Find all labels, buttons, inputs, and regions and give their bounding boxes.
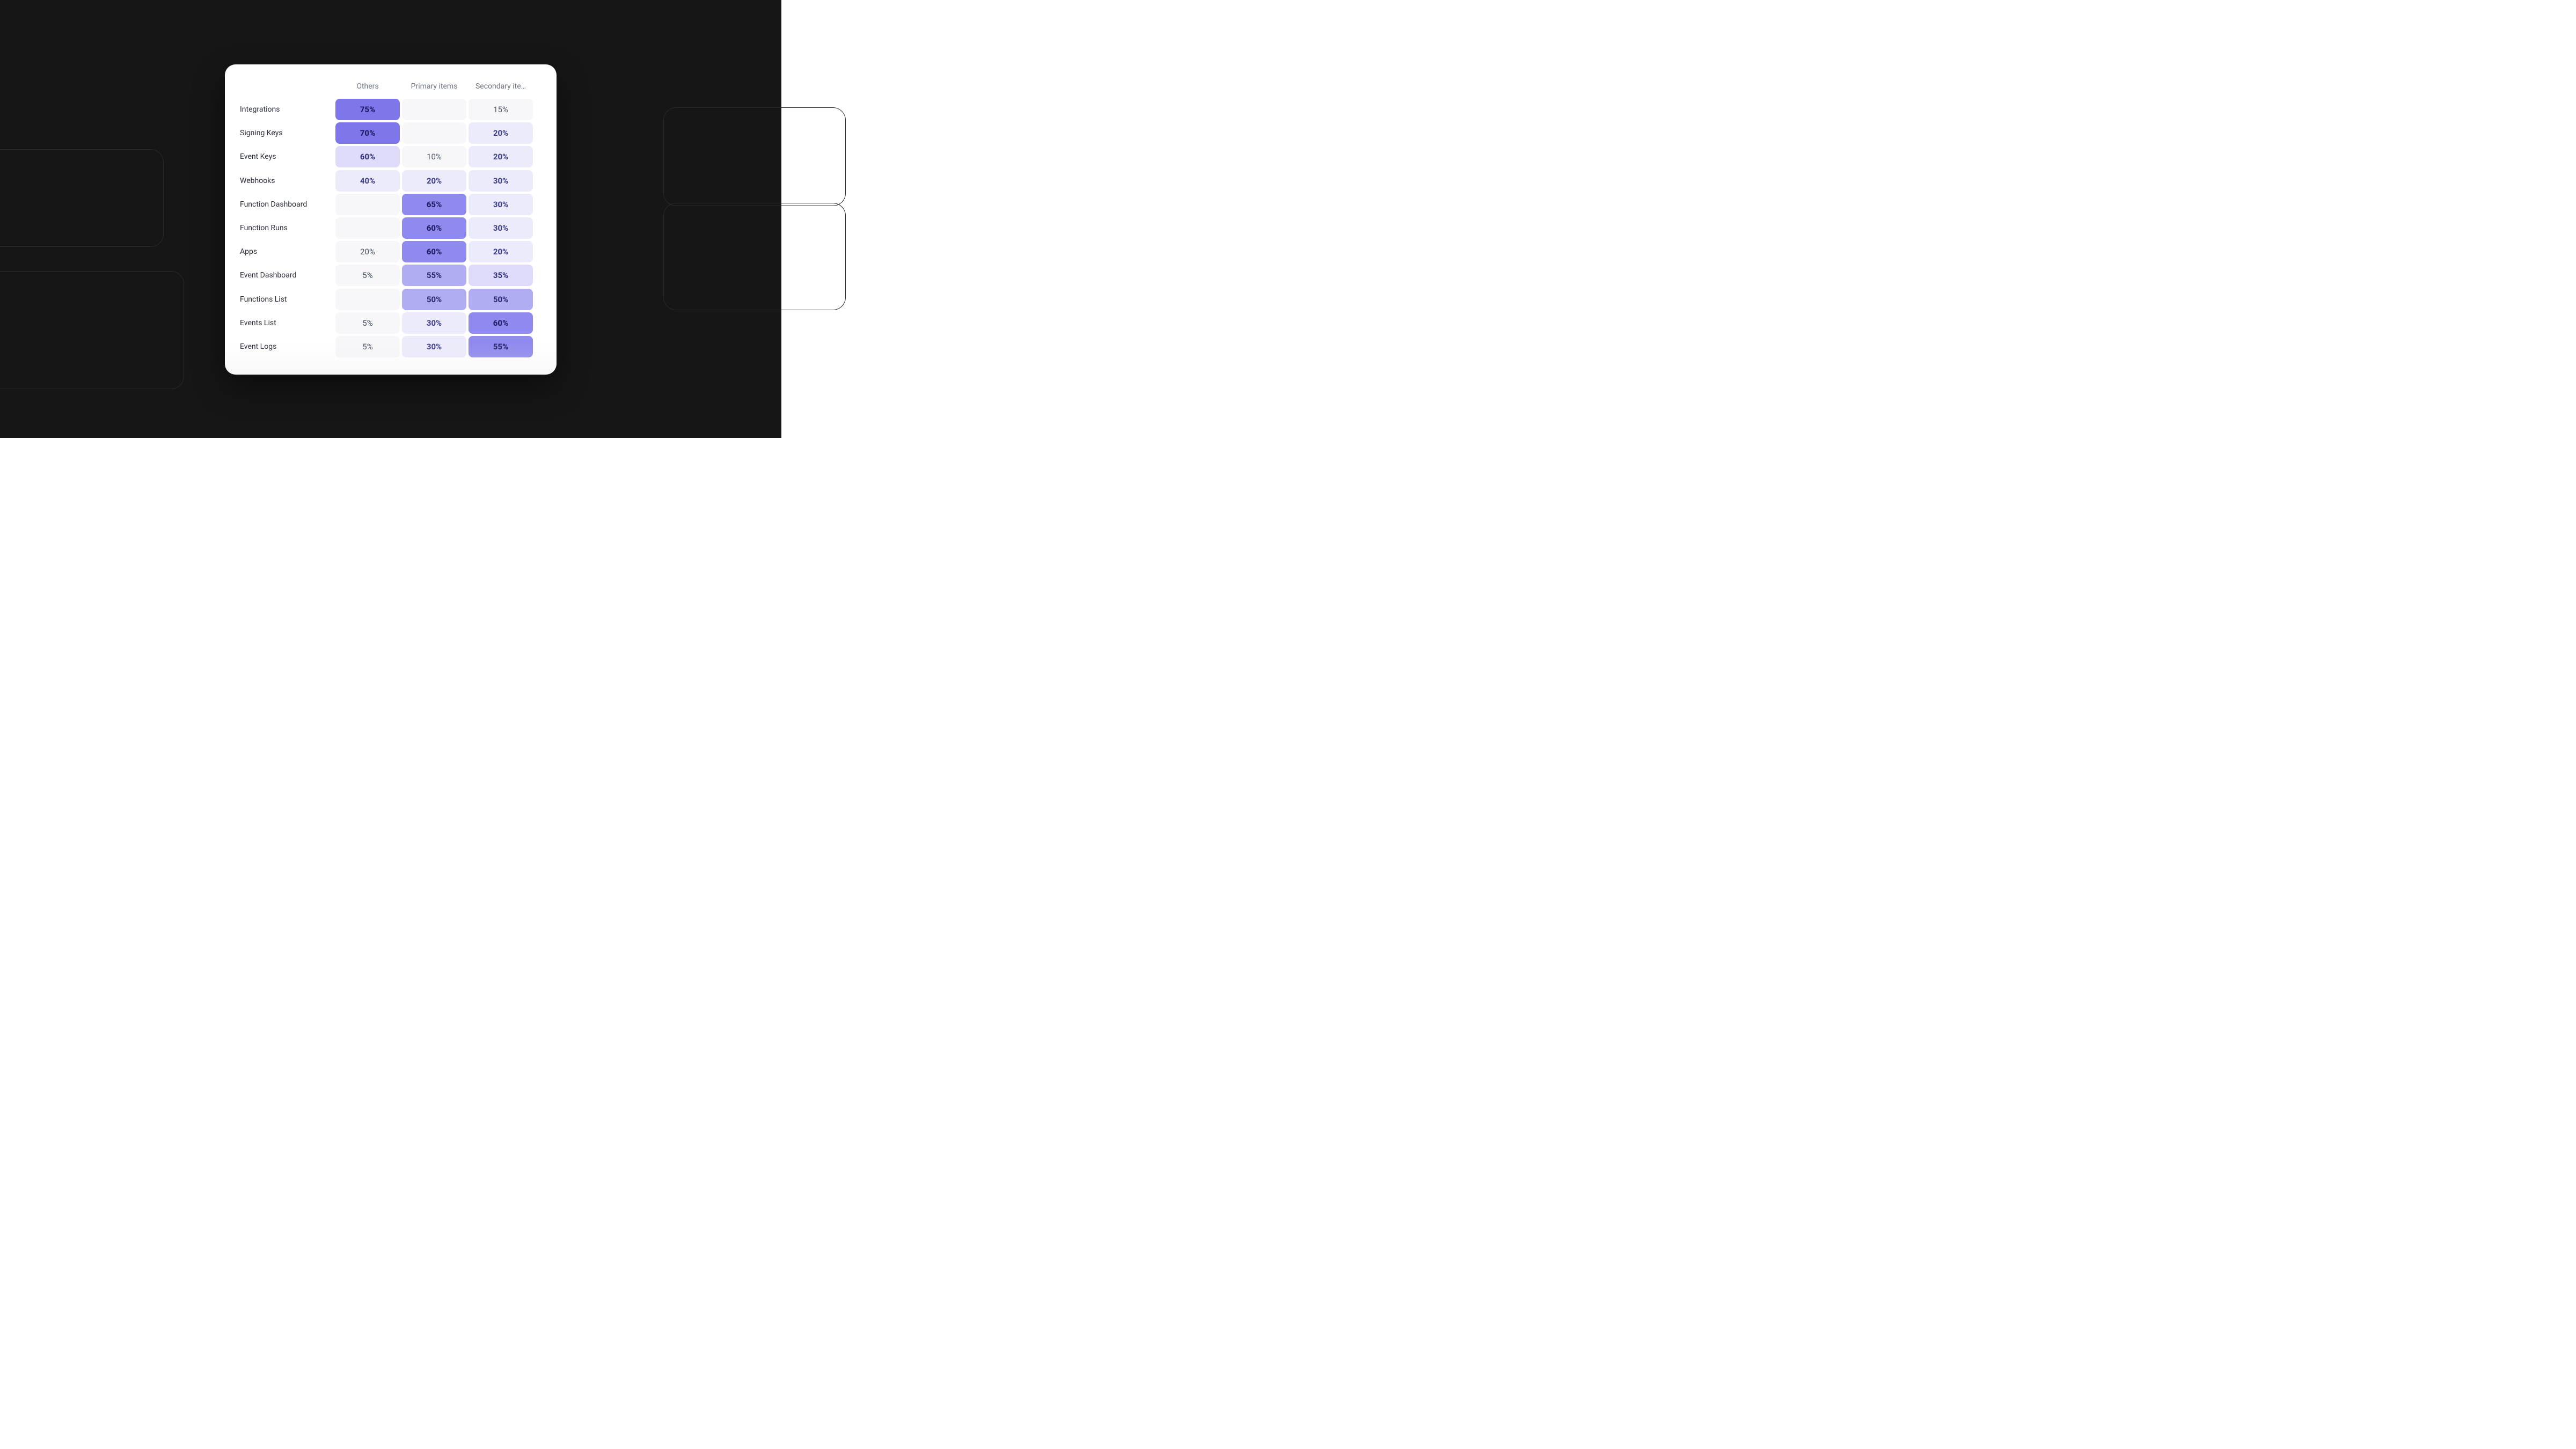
heatmap-cell xyxy=(335,194,400,215)
heatmap-cell: 60% xyxy=(469,312,533,334)
heatmap-cell xyxy=(335,289,400,310)
table-row: Event Dashboard5%55%35% xyxy=(238,265,544,286)
heatmap-cell: 10% xyxy=(402,146,466,167)
heatmap-cell: 60% xyxy=(335,146,400,167)
heatmap-cell: 50% xyxy=(402,289,466,310)
table-row: Webhooks40%20%30% xyxy=(238,170,544,192)
background-decoration xyxy=(0,271,184,389)
heatmap-card: Others Primary items Secondary ite… Inte… xyxy=(225,64,557,375)
background-decoration xyxy=(0,149,164,247)
stage: Others Primary items Secondary ite… Inte… xyxy=(0,0,781,438)
heatmap-cell: 30% xyxy=(469,170,533,192)
row-label: Function Dashboard xyxy=(238,200,333,209)
table-row: Integrations75% 15% xyxy=(238,99,544,120)
table-row: Apps20%60%20% xyxy=(238,241,544,262)
heatmap-cell xyxy=(335,217,400,239)
table-row: Signing Keys70% 20% xyxy=(238,122,544,144)
heatmap-cell: 20% xyxy=(402,170,466,192)
heatmap-cell: 30% xyxy=(469,194,533,215)
row-label: Signing Keys xyxy=(238,129,333,137)
heatmap-cell: 5% xyxy=(335,265,400,286)
row-label: Function Runs xyxy=(238,224,333,232)
row-label: Webhooks xyxy=(238,177,333,185)
table-header-row: Others Primary items Secondary ite… xyxy=(238,77,544,96)
heatmap-cell: 5% xyxy=(335,336,400,357)
row-label: Functions List xyxy=(238,295,333,304)
row-label: Events List xyxy=(238,319,333,327)
heatmap-table: Others Primary items Secondary ite… Inte… xyxy=(238,77,544,357)
heatmap-cell: 70% xyxy=(335,122,400,144)
heatmap-cell: 50% xyxy=(469,289,533,310)
heatmap-cell: 20% xyxy=(335,241,400,262)
heatmap-cell xyxy=(402,99,466,120)
table-row: Function Dashboard 65%30% xyxy=(238,194,544,215)
heatmap-cell: 40% xyxy=(335,170,400,192)
heatmap-cell: 20% xyxy=(469,241,533,262)
heatmap-cell: 20% xyxy=(469,122,533,144)
heatmap-cell: 15% xyxy=(469,99,533,120)
heatmap-cell: 60% xyxy=(402,217,466,239)
row-label: Apps xyxy=(238,247,333,256)
heatmap-cell: 65% xyxy=(402,194,466,215)
table-body: Integrations75%15%Signing Keys70%20%Even… xyxy=(238,99,544,357)
row-label: Event Keys xyxy=(238,152,333,161)
heatmap-cell: 75% xyxy=(335,99,400,120)
row-label: Event Logs xyxy=(238,342,333,351)
table-header: Primary items xyxy=(402,82,466,91)
heatmap-cell: 60% xyxy=(402,241,466,262)
heatmap-cell: 30% xyxy=(402,312,466,334)
table-row: Event Keys60%10%20% xyxy=(238,146,544,167)
heatmap-cell: 35% xyxy=(469,265,533,286)
heatmap-cell xyxy=(402,122,466,144)
table-row: Events List5%30%60% xyxy=(238,312,544,334)
heatmap-cell: 20% xyxy=(469,146,533,167)
heatmap-cell: 30% xyxy=(469,217,533,239)
table-header: Secondary ite… xyxy=(469,82,533,91)
table-row: Event Logs5%30%55% xyxy=(238,336,544,357)
heatmap-cell: 55% xyxy=(469,336,533,357)
table-row: Function Runs 60%30% xyxy=(238,217,544,239)
background-decoration xyxy=(663,107,846,206)
row-label: Event Dashboard xyxy=(238,271,333,280)
table-header: Others xyxy=(335,82,400,91)
heatmap-cell: 55% xyxy=(402,265,466,286)
heatmap-cell: 30% xyxy=(402,336,466,357)
heatmap-cell: 5% xyxy=(335,312,400,334)
background-decoration xyxy=(663,203,846,310)
row-label: Integrations xyxy=(238,105,333,114)
table-row: Functions List 50%50% xyxy=(238,289,544,310)
